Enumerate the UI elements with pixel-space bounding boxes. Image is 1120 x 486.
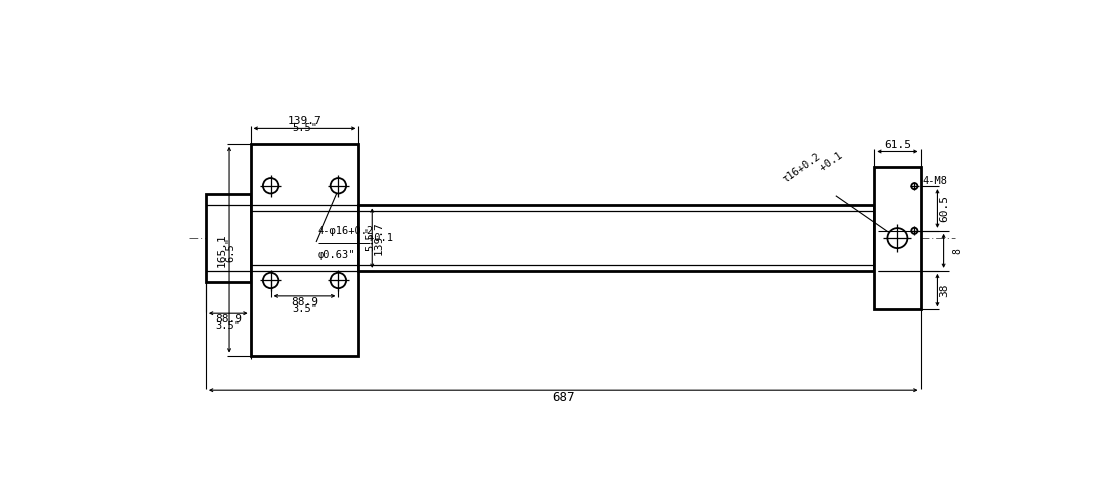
Text: 139.7: 139.7 [288,117,321,126]
Bar [875,167,921,310]
Text: 61.5: 61.5 [884,139,911,150]
Text: 4-φ16+0.2: 4-φ16+0.2 [318,226,374,236]
Text: 3.5": 3.5" [292,304,317,314]
Text: 139.7: 139.7 [374,221,384,255]
Text: 88.9: 88.9 [215,314,242,324]
Text: 60.5: 60.5 [940,195,950,222]
Text: 5.5": 5.5" [292,122,317,133]
Text: 3.5": 3.5" [216,321,241,331]
Circle shape [912,228,917,234]
Circle shape [330,273,346,288]
Circle shape [912,183,917,189]
Text: 165.1: 165.1 [217,233,227,266]
Text: +0.1: +0.1 [318,233,393,243]
Text: 8: 8 [953,248,963,254]
Circle shape [263,178,278,193]
Text: 687: 687 [552,391,575,403]
Bar [251,144,358,356]
Text: 88.9: 88.9 [291,297,318,307]
Text: 38: 38 [940,283,950,297]
Circle shape [330,178,346,193]
Text: 4-M8: 4-M8 [923,176,948,186]
Circle shape [263,273,278,288]
Text: φ0.63": φ0.63" [318,250,355,260]
Text: τ16+0.2
      +0.1: τ16+0.2 +0.1 [781,140,844,194]
Bar [206,194,251,282]
Text: 6.5": 6.5" [225,237,235,262]
Circle shape [887,228,907,248]
Text: 5.5": 5.5" [366,226,375,251]
Bar [358,206,875,271]
